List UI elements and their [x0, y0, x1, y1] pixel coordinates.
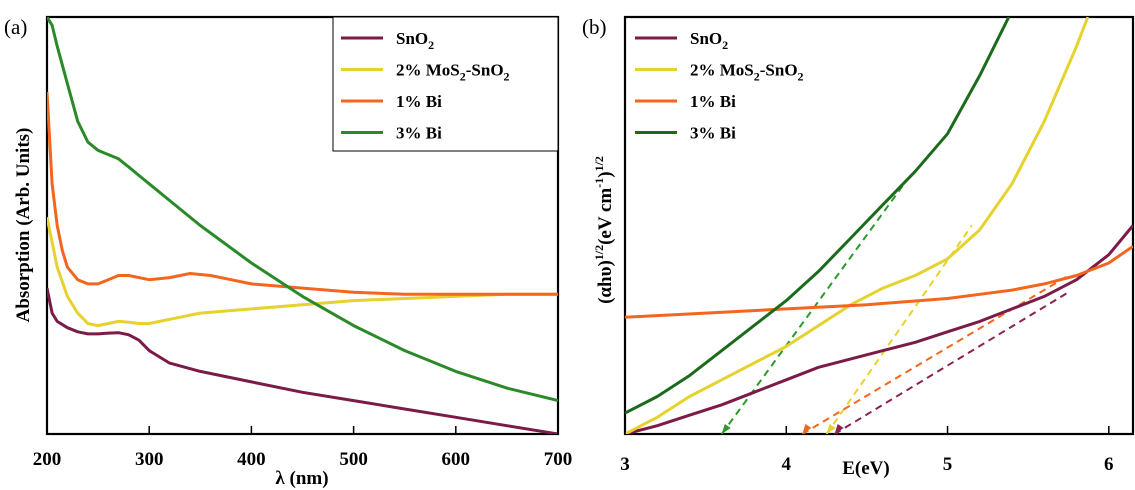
- x-tick-label: 500: [339, 449, 368, 470]
- x-axis-label-b: E(eV): [842, 458, 889, 479]
- extrapolation-line-2-mos2-sno2: [825, 224, 973, 434]
- x-ticks-b: 3 4 5 6: [620, 426, 1114, 475]
- x-tick-label: 4: [782, 454, 792, 475]
- x-tick-label: 5: [943, 454, 953, 475]
- series-line-3-bi: [47, 17, 558, 403]
- extrapolation-arrow-3-bi: [721, 424, 731, 434]
- x-tick-label: 6: [1104, 454, 1114, 475]
- legend-label-3-bi: 3% Bi: [690, 124, 736, 143]
- plot-frame-b: [623, 15, 1135, 436]
- series-line-1-bi: [47, 92, 558, 296]
- legend-label-sno2: SnO2: [690, 29, 728, 52]
- series-line-2-mos2-sno2: [47, 216, 558, 328]
- extrapolation-arrow-sno2: [834, 424, 844, 434]
- x-tick-label: 600: [442, 449, 471, 470]
- legend-label-2-mos2-sno2: 2% MoS2-SnO2: [396, 61, 510, 84]
- panel-label-b: (b): [582, 15, 607, 39]
- panel-a: (a) 200 300 400 500 600 700 λ (nm) Absorption…: [4, 15, 572, 489]
- x-tick-label: 300: [135, 449, 164, 470]
- series-line-1-bi: [625, 245, 1133, 319]
- series-group-a: [47, 17, 558, 434]
- legend-label-2-mos2-sno2: 2% MoS2-SnO2: [690, 61, 804, 84]
- legend-label-1-bi: 1% Bi: [690, 92, 736, 111]
- plot-frame-a: [45, 15, 560, 436]
- legend-a: SnO2 2% MoS2-SnO2 1% Bi 3% Bi: [332, 16, 559, 152]
- x-axis-label-a: λ (nm): [275, 468, 328, 489]
- extrapolation-arrow-2-mos2-sno2: [826, 424, 836, 434]
- y-axis-label-a: Absorption (Arb. Units): [13, 128, 34, 323]
- panel-b: (b) 3 4 5 6 E(eV) (αhυ)1/2(eV cm-1)1/2 SnO2…: [582, 15, 1135, 479]
- series-line-3-bi: [625, 17, 1011, 415]
- series-line-sno2: [47, 287, 558, 434]
- y-axis-label-b: (αhυ)1/2(eV cm-1)1/2: [592, 156, 616, 304]
- extrapolation-line-sno2: [834, 291, 1070, 434]
- series-group-b: [625, 17, 1133, 434]
- panel-label-a: (a): [4, 15, 27, 39]
- x-tick-label: 3: [620, 454, 630, 475]
- legend-b: SnO2 2% MoS2-SnO2 1% Bi 3% Bi: [635, 29, 804, 143]
- extrapolation-arrow-1-bi: [802, 424, 812, 434]
- series-line-2-mos2-sno2: [625, 17, 1090, 434]
- legend-label-sno2: SnO2: [396, 29, 434, 52]
- x-tick-label: 200: [33, 449, 62, 470]
- x-ticks-a: 200 300 400 500 600 700: [33, 426, 573, 470]
- x-tick-label: 400: [237, 449, 266, 470]
- legend-label-3-bi: 3% Bi: [396, 124, 442, 143]
- extrapolation-line-1-bi: [801, 274, 1070, 434]
- series-line-sno2: [625, 224, 1133, 434]
- legend-label-1-bi: 1% Bi: [396, 92, 442, 111]
- x-tick-label: 700: [544, 449, 573, 470]
